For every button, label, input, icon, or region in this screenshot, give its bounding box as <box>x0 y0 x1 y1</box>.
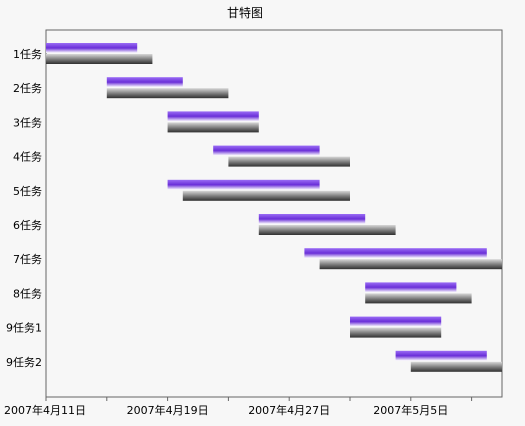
y-tick-label: 1任务 <box>13 48 42 61</box>
planned-bar <box>395 350 487 361</box>
x-tick-label: 2007年5月5日 <box>373 403 448 417</box>
planned-bar <box>365 282 457 293</box>
actual-bar <box>365 293 472 304</box>
y-tick-label: 9任务2 <box>6 356 42 369</box>
actual-bar <box>167 122 259 133</box>
actual-bar <box>410 361 502 372</box>
planned-bar <box>213 145 320 156</box>
y-tick-label: 9任务1 <box>6 322 42 335</box>
y-tick-label: 7任务 <box>13 253 42 266</box>
bars-group <box>46 43 502 372</box>
actual-bar <box>106 88 229 99</box>
y-tick-label: 2任务 <box>13 82 42 95</box>
planned-bar <box>304 248 487 259</box>
y-axis-labels: 1任务 2任务 3任务 4任务 5任务 6任务 7任务 8任务 9任务1 9任务2 <box>6 48 42 369</box>
x-tick-label: 2007年4月19日 <box>127 403 209 417</box>
actual-bar <box>319 259 502 270</box>
x-axis: 2007年4月11日 2007年4月19日 2007年4月27日 2007年5月5日 <box>4 397 473 417</box>
actual-bar <box>46 54 153 64</box>
y-tick-label: 4任务 <box>13 151 42 164</box>
actual-bar <box>182 190 350 201</box>
actual-bar <box>350 327 442 338</box>
planned-bar <box>258 214 366 224</box>
actual-bar <box>258 225 396 235</box>
x-tick-label: 2007年4月11日 <box>4 403 86 417</box>
y-tick-label: 5任务 <box>13 185 42 198</box>
planned-bar <box>46 43 138 53</box>
x-tick-label: 2007年4月27日 <box>248 403 330 417</box>
y-tick-label: 8任务 <box>13 287 42 300</box>
planned-bar <box>167 111 259 122</box>
planned-bar <box>350 316 442 327</box>
actual-bar <box>228 156 350 167</box>
planned-bar <box>167 179 320 190</box>
planned-bar <box>106 77 183 88</box>
chart-title: 甘特图 <box>227 5 263 20</box>
y-tick-label: 6任务 <box>13 219 42 232</box>
y-tick-label: 3任务 <box>13 116 42 129</box>
